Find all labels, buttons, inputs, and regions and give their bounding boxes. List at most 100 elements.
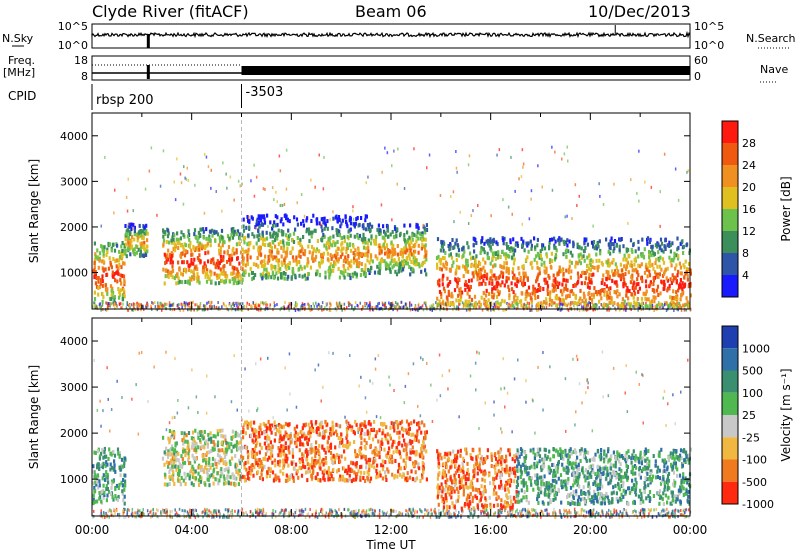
echo-cell xyxy=(682,284,685,289)
echo-cell xyxy=(338,229,341,234)
echo-cell xyxy=(109,262,113,267)
echo-cell xyxy=(594,290,598,295)
echo-cell xyxy=(496,295,499,299)
echo-cell xyxy=(343,235,346,240)
echo-cell xyxy=(246,253,249,258)
echo-cell xyxy=(320,253,323,257)
noise-cell xyxy=(364,303,367,306)
echo-cell xyxy=(544,277,547,282)
echo-cell xyxy=(595,258,598,263)
echo-cell xyxy=(203,264,206,269)
echo-cell xyxy=(597,244,600,249)
echo-cell xyxy=(637,289,640,294)
noise-cell xyxy=(617,306,619,310)
echo-cell xyxy=(451,263,454,268)
echo-cell xyxy=(516,241,519,246)
noise-cell xyxy=(354,512,357,516)
noise-cell xyxy=(650,508,652,511)
echo-cell xyxy=(679,271,682,276)
noise-cell xyxy=(581,305,583,309)
noise-cell xyxy=(469,305,471,309)
noise-cell xyxy=(664,513,666,517)
noise-cell xyxy=(157,509,159,513)
echo-cell xyxy=(689,271,692,276)
noise-cell xyxy=(237,301,239,305)
echo-cell xyxy=(262,264,265,268)
echo-cell xyxy=(189,240,192,245)
echo-cell xyxy=(475,262,478,267)
echo-cell xyxy=(445,266,448,271)
echo-cell xyxy=(558,241,561,246)
echo-cell xyxy=(343,275,346,280)
noise-cell xyxy=(187,308,189,312)
echo-cell xyxy=(558,236,561,241)
noise-cell xyxy=(662,513,665,517)
noise-cell xyxy=(154,305,157,309)
noise-cell xyxy=(583,509,585,513)
noise-cell xyxy=(283,508,286,512)
echo-cell xyxy=(117,486,120,491)
noise-cell xyxy=(438,512,440,515)
echo-cell xyxy=(500,265,503,269)
colorbar-swatch-0-2 xyxy=(722,231,738,253)
noise-cell xyxy=(640,509,642,513)
echo-cell xyxy=(113,272,116,276)
noise-cell xyxy=(663,303,665,307)
noise-cell xyxy=(365,509,368,513)
scatter-cell xyxy=(456,170,458,174)
echo-cell xyxy=(356,234,359,239)
echo-cell xyxy=(303,252,306,257)
noise-cell xyxy=(301,304,303,307)
echo-cell xyxy=(482,290,485,295)
noise-cell xyxy=(684,515,687,519)
echo-cell xyxy=(110,479,114,484)
echo-cell xyxy=(257,214,260,219)
echo-cell xyxy=(298,250,301,255)
noise-cell xyxy=(324,515,327,519)
echo-cell xyxy=(578,298,581,303)
echo-cell xyxy=(467,245,470,250)
echo-cell xyxy=(650,253,653,258)
echo-cell xyxy=(480,238,483,243)
echo-cell xyxy=(335,249,338,254)
echo-cell xyxy=(413,232,416,237)
noise-cell xyxy=(567,511,569,515)
noise-cell xyxy=(309,308,312,312)
noise-cell xyxy=(397,302,399,306)
echo-cell xyxy=(561,298,564,303)
echo-cell xyxy=(332,264,335,269)
noise-cell xyxy=(650,304,653,308)
echo-cell xyxy=(367,227,370,232)
scatter-cell xyxy=(514,189,516,193)
echo-cell xyxy=(261,276,264,281)
noise-cell xyxy=(114,511,116,515)
noise-cell xyxy=(366,305,369,309)
noise-cell xyxy=(487,308,489,312)
echo-cell xyxy=(628,304,632,309)
echo-cell xyxy=(265,270,268,275)
noise-cell xyxy=(335,513,337,517)
noise-cell xyxy=(673,309,675,312)
echo-cell xyxy=(116,447,120,452)
echo-cell xyxy=(406,248,409,253)
noise-cell xyxy=(254,305,256,309)
echo-cell xyxy=(93,450,96,455)
echo-cell xyxy=(494,276,497,281)
echo-cell xyxy=(483,250,486,255)
noise-cell xyxy=(161,304,163,308)
noise-cell xyxy=(120,306,122,310)
noise-cell xyxy=(309,508,311,511)
noise-cell xyxy=(410,303,413,307)
echo-cell xyxy=(392,234,396,239)
echo-cell xyxy=(588,291,591,296)
echo-cell xyxy=(551,259,554,263)
noise-cell xyxy=(484,510,486,514)
noise-cell xyxy=(302,306,304,310)
echo-cell xyxy=(465,258,468,263)
scatter-cell xyxy=(518,177,520,181)
echo-cell xyxy=(408,246,411,251)
echo-cell xyxy=(104,267,107,272)
noise-cell xyxy=(527,508,529,512)
echo-cell xyxy=(93,297,97,301)
echo-cell xyxy=(341,241,344,246)
